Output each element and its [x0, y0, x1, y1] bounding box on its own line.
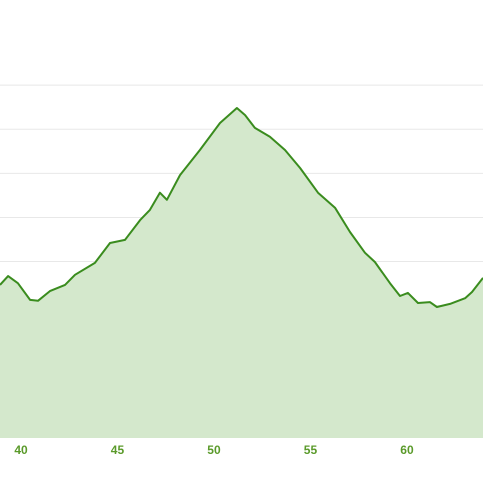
x-tick-label: 40	[14, 443, 28, 457]
area-fill	[0, 108, 483, 438]
area-line	[0, 107, 483, 308]
x-tick-label: 50	[207, 443, 221, 457]
x-tick-label: 55	[304, 443, 318, 457]
x-tick-label: 60	[400, 443, 414, 457]
x-tick-label: 45	[111, 443, 125, 457]
